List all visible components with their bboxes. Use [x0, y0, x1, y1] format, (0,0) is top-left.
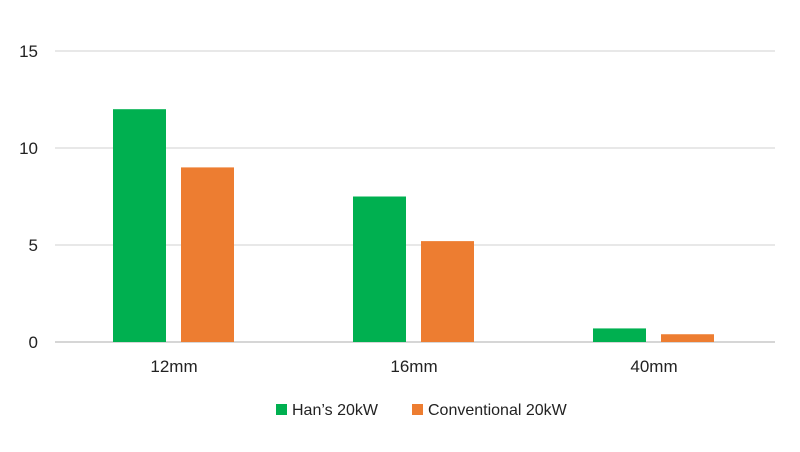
bar-12mm-1: [181, 167, 234, 342]
legend-label: Han’s 20kW: [292, 402, 379, 419]
x-tick-label: 16mm: [390, 357, 437, 376]
y-tick-label: 15: [19, 42, 38, 61]
y-tick-label: 0: [29, 333, 38, 352]
bar-16mm-1: [421, 241, 474, 342]
bar-40mm-1: [661, 334, 714, 342]
legend-swatch: [276, 404, 287, 415]
y-tick-label: 10: [19, 139, 38, 158]
legend-label: Conventional 20kW: [428, 402, 568, 419]
legend-swatch: [412, 404, 423, 415]
bar-40mm-0: [593, 328, 646, 342]
x-tick-label: 12mm: [150, 357, 197, 376]
y-tick-label: 5: [29, 236, 38, 255]
x-tick-label: 40mm: [630, 357, 677, 376]
bar-12mm-0: [113, 109, 166, 342]
bar-16mm-0: [353, 196, 406, 342]
